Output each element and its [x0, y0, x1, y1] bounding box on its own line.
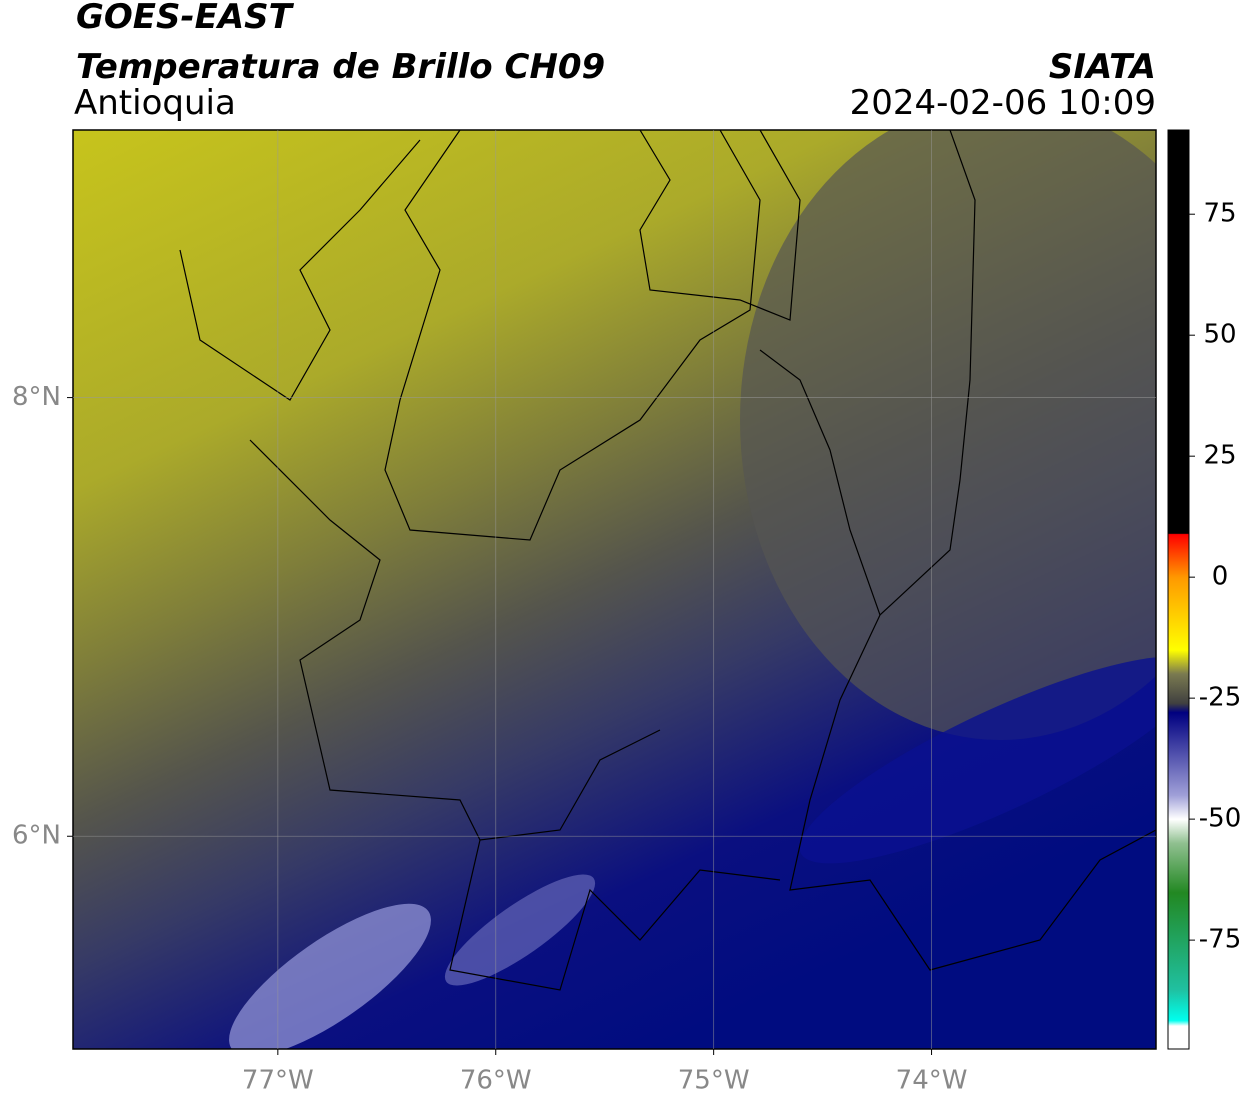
imagery [73, 130, 1156, 1049]
region: Antioquia [74, 83, 236, 123]
cold-core [229, 903, 431, 1049]
colorbar-tick-label: 25 [1203, 441, 1236, 471]
y-tick-label: 6°N [12, 821, 61, 851]
datetime: 2024-02-06 10:09 [850, 83, 1156, 123]
colorbar [1167, 129, 1190, 1050]
gray-region [740, 130, 1156, 740]
subtitle: Temperatura de Brillo CH09 [76, 47, 605, 87]
colorbar-tick-label: 0 [1212, 562, 1229, 592]
colorbar-tick-label: 75 [1203, 199, 1236, 229]
colorbar-tick-label: -75 [1199, 925, 1241, 955]
x-tick-label: 74°W [896, 1066, 968, 1096]
cold-core [444, 874, 596, 986]
colorbar-tick-label: -25 [1199, 683, 1241, 713]
x-tick-label: 76°W [460, 1066, 532, 1096]
colorbar-tick-label: 50 [1203, 320, 1236, 350]
title: GOES-EAST [76, 0, 295, 37]
borders [179, 130, 1156, 991]
cold-band [799, 656, 1156, 864]
map-frame [72, 129, 1157, 1050]
x-tick-label: 75°W [678, 1066, 750, 1096]
x-tick-label: 77°W [242, 1066, 314, 1096]
colorbar-tick-label: -50 [1199, 804, 1241, 834]
y-tick-label: 8°N [12, 382, 61, 412]
source: SIATA [1049, 47, 1156, 87]
